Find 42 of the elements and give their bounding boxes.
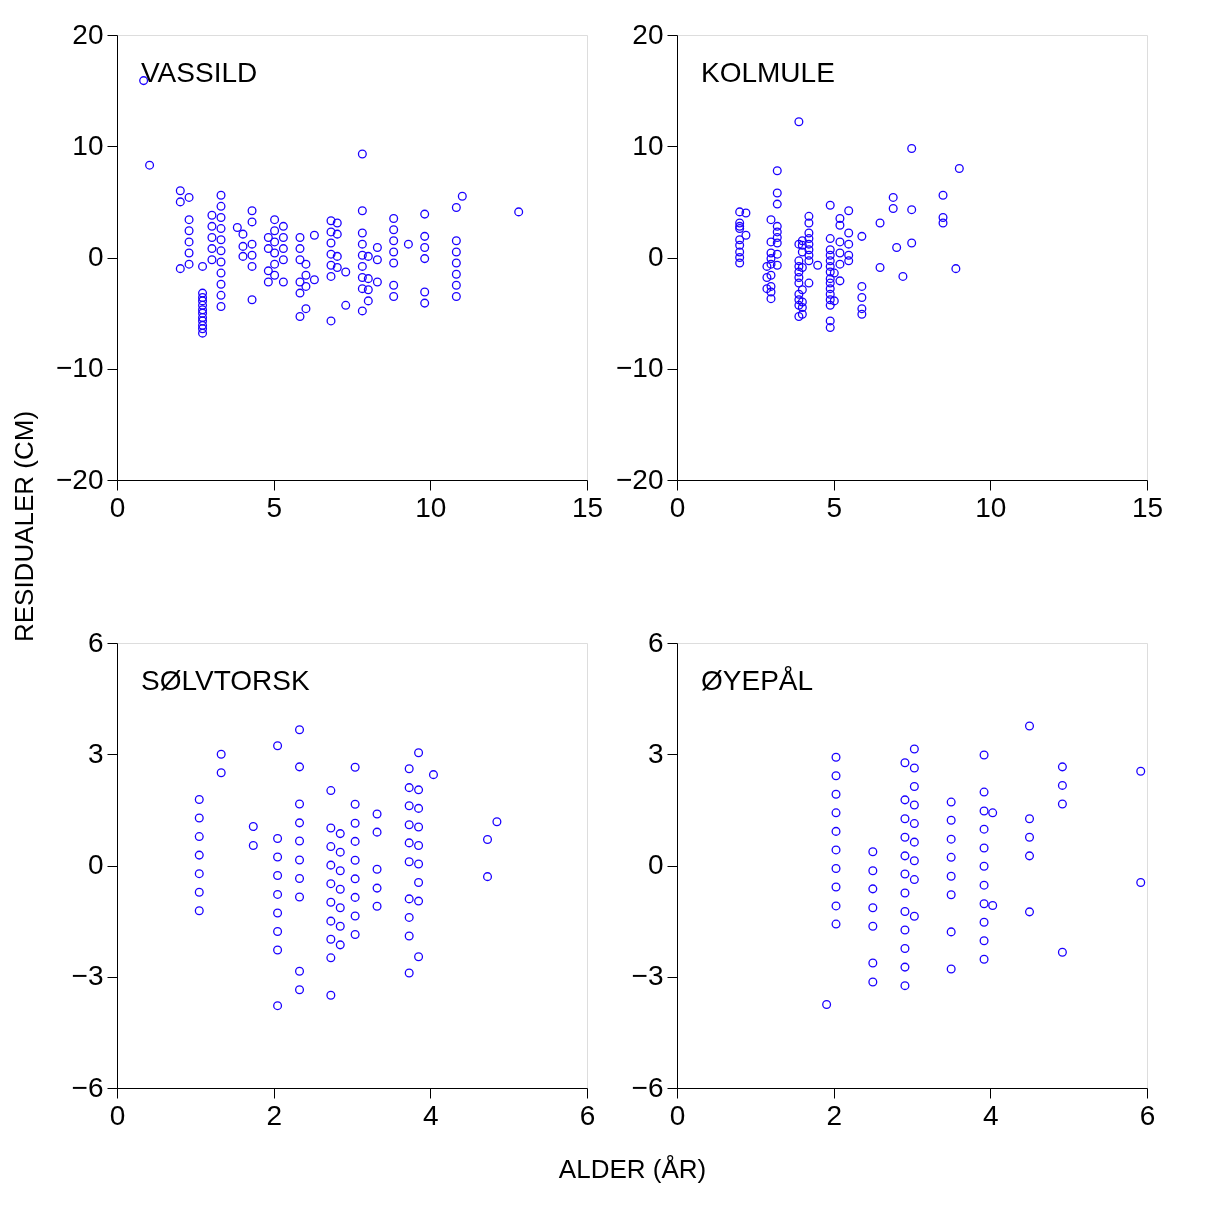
x-tick-label: 5 [266, 491, 282, 523]
x-tick-label: 0 [669, 491, 686, 523]
x-tick-label: 0 [109, 491, 126, 523]
y-tick-label: 0 [87, 241, 104, 272]
x-tick-label: 10 [415, 491, 447, 523]
x-tick-label: 15 [1131, 491, 1164, 523]
y-tick-label: 6 [647, 626, 664, 658]
text: SØLVTORSK [141, 665, 310, 696]
y-tick-label: 6 [87, 626, 104, 658]
y-tick-label: −6 [631, 1071, 664, 1103]
x-tick-label: 4 [423, 1099, 439, 1131]
y-axis-title: RESIDUALER (CM) [8, 410, 39, 643]
y-tick-label: 0 [647, 241, 664, 272]
x-tick-label: 6 [579, 1099, 596, 1131]
x-tick-label: 6 [1139, 1099, 1156, 1131]
x-tick-label: 0 [109, 1099, 126, 1131]
x-tick-label: 10 [975, 491, 1007, 523]
y-tick-label: 10 [632, 129, 664, 161]
text: KOLMULE [701, 57, 835, 88]
text: VASSILD [141, 57, 258, 88]
y-tick-label: 20 [72, 18, 104, 50]
text: ØYEPÅL [701, 665, 814, 696]
y-tick-label: 10 [72, 129, 104, 161]
y-tick-label: −20 [56, 463, 104, 495]
y-tick-label: 0 [647, 849, 664, 880]
x-tick-label: 2 [826, 1099, 842, 1131]
y-tick-label: −20 [616, 463, 664, 495]
y-tick-label: 20 [632, 18, 664, 50]
y-tick-label: −3 [631, 960, 664, 992]
y-tick-label: −3 [71, 960, 104, 992]
x-tick-label: 0 [669, 1099, 686, 1131]
y-tick-label: −6 [71, 1071, 104, 1103]
x-tick-label: 15 [571, 491, 604, 523]
x-axis-title: ALDER (ÅR) [558, 1153, 707, 1184]
y-tick-label: 0 [87, 849, 104, 880]
y-tick-label: −10 [616, 352, 664, 384]
x-tick-label: 4 [983, 1099, 999, 1131]
y-tick-label: 3 [87, 737, 104, 769]
y-tick-label: 3 [647, 737, 664, 769]
y-tick-label: −10 [56, 352, 104, 384]
x-tick-label: 2 [266, 1099, 282, 1131]
x-tick-label: 5 [826, 491, 842, 523]
